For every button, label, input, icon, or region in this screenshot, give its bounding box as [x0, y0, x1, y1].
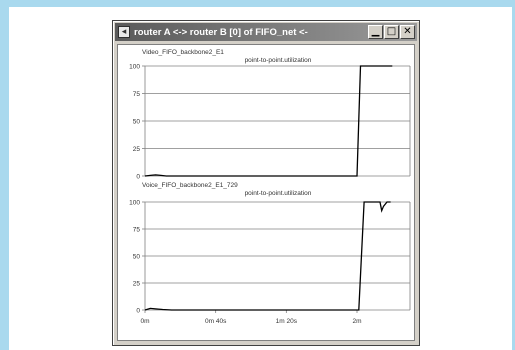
charts-canvas: Video_FIFO_backbone2_E1 point-to-point.ut… — [129, 49, 411, 325]
chart-header: Video_FIFO_backbone2_E1 — [142, 49, 224, 56]
window-menu-icon[interactable]: ◂ — [118, 26, 130, 38]
maximize-button[interactable]: □ — [384, 25, 399, 39]
y-tick-label: 25 — [133, 146, 141, 153]
y-tick-label: 100 — [129, 200, 140, 207]
background-frame-top — [0, 0, 515, 7]
minimize-icon: ▁ — [371, 26, 380, 37]
background-frame-right — [512, 0, 515, 350]
x-tick-label: 0m — [140, 318, 149, 325]
y-tick-label: 100 — [129, 64, 140, 71]
chart-title: point-to-point.utilization — [245, 190, 312, 197]
background-frame-left — [0, 0, 9, 350]
series-line — [144, 65, 393, 177]
x-tick-label: 2m — [352, 318, 361, 325]
title-bar-buttons: ▁ □ ✕ — [368, 25, 415, 39]
graph-area: Video_FIFO_backbone2_E1 point-to-point.ut… — [117, 44, 415, 341]
series-line — [144, 201, 391, 311]
maximize-icon: □ — [386, 26, 397, 37]
title-bar[interactable]: ◂ router A <-> router B [0] of FIFO_net … — [115, 23, 417, 41]
y-tick-label: 50 — [133, 254, 141, 261]
window-title: router A <-> router B [0] of FIFO_net <- — [134, 26, 308, 38]
y-tick-label: 75 — [133, 91, 141, 98]
minimize-button[interactable]: ▁ — [368, 25, 383, 39]
graph-window: ◂ router A <-> router B [0] of FIFO_net … — [112, 20, 420, 346]
close-button[interactable]: ✕ — [400, 25, 415, 39]
y-tick-label: 0 — [136, 308, 140, 315]
y-tick-label: 0 — [136, 174, 140, 181]
chart-title: point-to-point.utilization — [245, 57, 312, 64]
chart-header: Voice_FIFO_backbone2_E1_729 — [142, 182, 238, 189]
x-tick-label: 1m 20s — [276, 318, 298, 325]
close-icon: ✕ — [403, 26, 412, 37]
y-tick-label: 25 — [133, 281, 141, 288]
y-tick-label: 75 — [133, 227, 141, 234]
x-tick-label: 0m 40s — [205, 318, 227, 325]
y-tick-label: 50 — [133, 119, 141, 126]
